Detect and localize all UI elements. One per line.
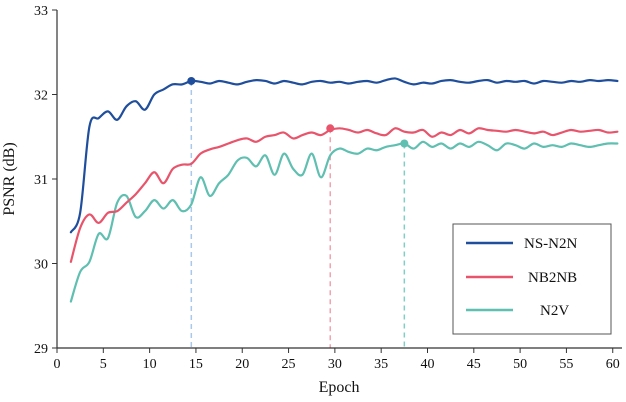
legend: NS-N2N NB2NB N2V [452, 223, 612, 335]
x-tick-label: 50 [513, 357, 527, 372]
y-tick-label: 33 [34, 4, 48, 19]
best-epoch-markers [187, 76, 409, 148]
x-tick-label: 60 [606, 357, 620, 372]
x-tick-label: 35 [374, 357, 388, 372]
legend-label-nb2nb: NB2NB [528, 270, 577, 286]
best-epoch-marker-ns-n2n [187, 76, 196, 85]
series-line-nb2nb [69, 127, 619, 263]
series-lines [69, 77, 619, 303]
legend-label-ns-n2n: NS-N2N [524, 236, 578, 252]
y-axis-title: PSNR (dB) [1, 142, 18, 215]
x-tick-label: 15 [189, 357, 203, 372]
x-tick-label: 5 [100, 357, 107, 372]
x-tick-label: 20 [235, 357, 249, 372]
y-tick-label: 30 [34, 258, 48, 273]
y-tick-label: 31 [34, 173, 48, 188]
y-tick-label: 29 [34, 342, 48, 357]
x-ticks: 0 5 10 15 20 25 30 35 40 45 50 55 60 [54, 348, 620, 372]
y-ticks: 29 30 31 32 33 [34, 4, 57, 357]
best-epoch-marker-n2v [400, 139, 409, 148]
x-tick-label: 40 [420, 357, 434, 372]
legend-label-n2v: N2V [540, 303, 569, 319]
best-epoch-marker-nb2nb [326, 124, 335, 133]
x-tick-label: 45 [467, 357, 481, 372]
x-tick-label: 0 [54, 357, 61, 372]
x-tick-label: 55 [559, 357, 573, 372]
x-tick-label: 25 [282, 357, 296, 372]
best-epoch-guides [190, 80, 406, 348]
x-tick-label: 30 [328, 357, 342, 372]
x-axis-title: Epoch [319, 379, 360, 396]
x-tick-label: 10 [143, 357, 157, 372]
y-tick-label: 32 [34, 89, 48, 104]
series-line-n2v [69, 140, 619, 303]
series-line-ns-n2n [69, 77, 619, 234]
